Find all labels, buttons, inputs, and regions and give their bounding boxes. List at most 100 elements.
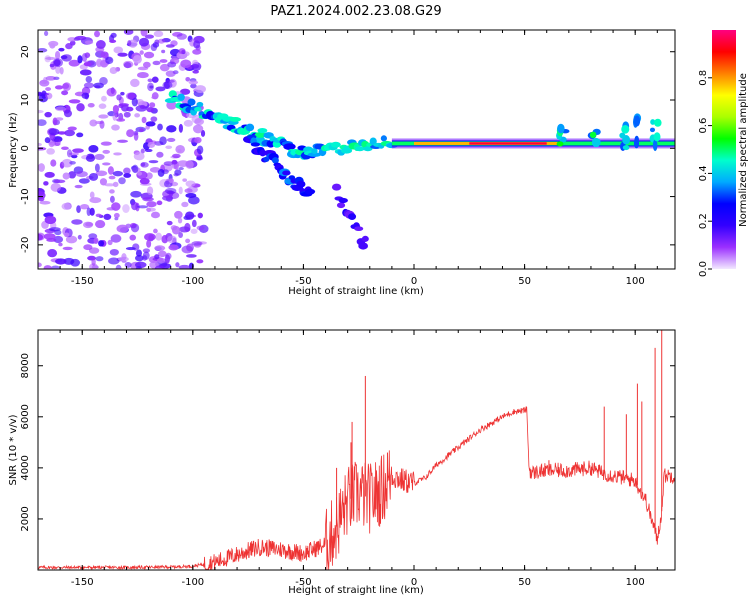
noise-blob <box>68 171 77 179</box>
noise-blob <box>185 211 195 220</box>
noise-blob <box>79 204 90 210</box>
noise-blob <box>123 111 131 118</box>
right-burst-blob <box>591 137 601 148</box>
noise-blob <box>191 219 197 228</box>
noise-blob <box>50 159 57 167</box>
transition-blob <box>330 141 341 148</box>
spectrogram-y-label: Frequency (Hz) <box>8 112 19 188</box>
noise-blob <box>145 121 156 127</box>
noise-blob <box>113 152 122 156</box>
spectrogram-marks <box>38 30 675 269</box>
noise-blob <box>66 149 73 158</box>
noise-blob <box>61 90 69 96</box>
noise-blob <box>52 58 63 68</box>
noise-blob <box>88 247 100 254</box>
noise-blob <box>185 180 196 188</box>
noise-blob <box>197 212 203 219</box>
noise-blob <box>135 254 144 262</box>
noise-blob <box>89 207 95 216</box>
noise-blob <box>147 78 153 83</box>
noise-blob <box>185 254 197 258</box>
transition-blob <box>380 135 387 142</box>
right-burst-blob <box>634 115 641 127</box>
noise-blob <box>98 240 105 247</box>
spectrogram-y-tick-label: -20 <box>20 237 31 253</box>
noise-blob <box>87 103 95 108</box>
noise-blob <box>43 233 56 240</box>
spectrogram-x-ticks: -150 -100 -50 0 50 100 <box>37 30 658 287</box>
noise-blob <box>89 263 98 269</box>
carrier-peak <box>469 142 547 145</box>
secondary-arc-blob <box>271 157 279 164</box>
noise-blob <box>190 83 197 89</box>
noise-blob <box>77 234 82 240</box>
noise-blob <box>85 154 96 162</box>
secondary-arc-blob <box>259 149 267 157</box>
noise-blob <box>149 167 161 173</box>
secondary-arc-blob <box>296 180 306 188</box>
snr-x-tick-label: 100 <box>626 577 645 588</box>
arc-blob <box>177 93 185 101</box>
noise-blob <box>115 264 122 269</box>
noise-blob <box>54 117 64 121</box>
noise-blob <box>155 232 163 241</box>
noise-blob <box>88 172 99 181</box>
noise-blob <box>171 159 178 165</box>
noise-blob <box>44 137 51 144</box>
noise-blob <box>110 32 117 38</box>
noise-blob <box>124 262 132 268</box>
noise-blob <box>88 145 99 153</box>
noise-blob <box>55 106 67 112</box>
noise-blob <box>142 197 154 202</box>
snr-plot-area <box>38 330 675 570</box>
noise-blob <box>151 92 159 100</box>
snr-y-ticks: 2000 4000 6000 8000 <box>20 353 675 532</box>
colorbar-tick-label: 0.2 <box>698 213 709 229</box>
noise-blob <box>196 225 205 231</box>
noise-blob <box>147 141 156 148</box>
noise-blob <box>116 118 126 122</box>
noise-blob <box>109 189 115 194</box>
noise-blob <box>153 228 158 234</box>
noise-blob <box>147 82 154 92</box>
noise-blob <box>178 48 186 55</box>
noise-blob <box>71 154 78 159</box>
noise-blob <box>104 183 116 187</box>
snr-y-tick-label: 4000 <box>20 455 31 480</box>
noise-blob <box>180 88 191 95</box>
noise-blob <box>140 148 145 154</box>
noise-blob <box>83 62 92 67</box>
noise-blob <box>112 170 124 177</box>
spectrogram-frame <box>37 29 676 270</box>
noise-blob <box>135 249 142 257</box>
right-burst-blob <box>653 132 661 142</box>
noise-blob <box>140 30 148 37</box>
spectrogram-plot-area <box>38 30 675 269</box>
noise-blob <box>139 128 144 132</box>
noise-blob <box>181 201 189 208</box>
noise-blob <box>95 213 102 218</box>
noise-blob <box>109 195 115 203</box>
noise-blob <box>120 91 125 96</box>
noise-blob <box>183 119 193 127</box>
noise-blob <box>174 210 183 219</box>
noise-blob <box>139 50 144 55</box>
noise-blob <box>152 60 161 66</box>
colorbar-label: Normalized spectral amplitude <box>738 73 749 227</box>
noise-blob <box>60 55 68 60</box>
noise-blob <box>192 124 204 134</box>
noise-blob <box>154 245 166 251</box>
colorbar-ticks: 0.0 0.2 0.4 0.6 0.8 <box>698 70 712 277</box>
noise-blob <box>98 103 107 109</box>
noise-blob <box>178 186 183 195</box>
noise-blob <box>94 30 101 38</box>
noise-blob <box>156 257 166 264</box>
right-burst-blob <box>621 125 630 134</box>
noise-blob <box>178 167 184 171</box>
noise-blob <box>107 166 114 175</box>
noise-blob <box>140 161 149 168</box>
noise-blob <box>171 226 181 235</box>
noise-blob <box>109 67 118 75</box>
noise-blob <box>149 102 156 108</box>
